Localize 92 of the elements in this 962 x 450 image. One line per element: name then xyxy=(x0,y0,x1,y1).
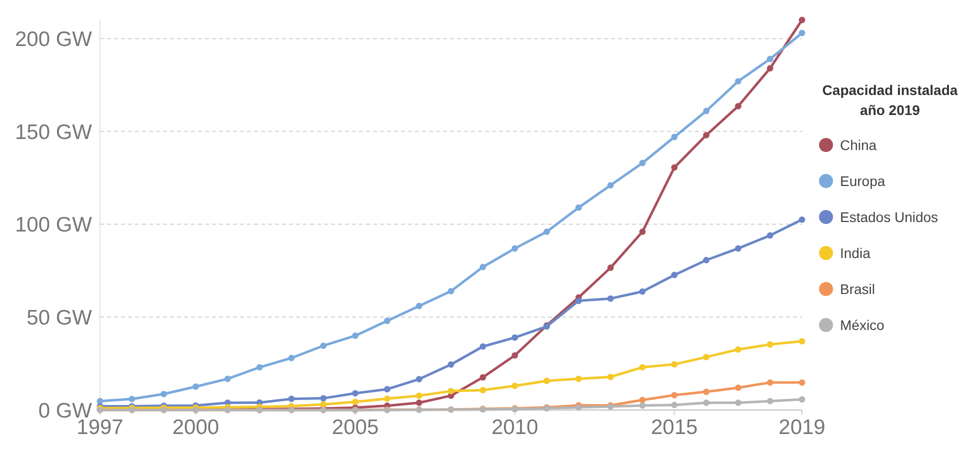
point xyxy=(575,376,582,382)
legend-label: Brasil xyxy=(840,280,876,297)
point xyxy=(256,364,263,370)
point xyxy=(607,264,614,271)
y-tick-label: 150 GW xyxy=(14,120,92,144)
point xyxy=(448,361,454,368)
legend-label: México xyxy=(840,316,885,333)
point xyxy=(734,346,742,353)
point xyxy=(798,338,806,344)
point xyxy=(671,402,678,408)
point xyxy=(798,396,806,403)
point xyxy=(798,30,806,36)
point xyxy=(384,318,390,324)
x-tick-label: 2010 xyxy=(491,416,538,439)
point xyxy=(703,400,710,406)
point xyxy=(639,228,646,235)
point xyxy=(607,295,614,302)
point xyxy=(671,361,678,368)
point xyxy=(320,395,327,402)
point xyxy=(448,288,454,294)
point xyxy=(384,395,390,402)
y-tick-label: 100 GW xyxy=(14,214,92,237)
point xyxy=(734,102,742,110)
point xyxy=(480,343,486,350)
x-tick-label: 2019 xyxy=(778,416,826,439)
point xyxy=(192,383,199,390)
point xyxy=(128,396,136,402)
point xyxy=(766,65,774,72)
point xyxy=(416,400,422,406)
legend-label: Estados Unidos xyxy=(840,208,938,225)
x-tick-label: 2015 xyxy=(651,416,698,439)
point xyxy=(671,272,678,278)
point xyxy=(798,216,806,223)
point xyxy=(703,354,710,360)
point xyxy=(416,376,422,382)
legend-title: Capacidad instalada año 2019 xyxy=(822,82,958,118)
point xyxy=(512,245,518,252)
point xyxy=(703,132,710,138)
point xyxy=(639,288,646,295)
point xyxy=(766,232,774,239)
point xyxy=(448,388,454,394)
point xyxy=(639,396,646,404)
point xyxy=(224,376,231,382)
y-tick-label: 200 GW xyxy=(14,28,92,51)
point xyxy=(607,182,614,188)
x-tick-label: 2000 xyxy=(172,416,220,439)
point xyxy=(734,400,742,406)
point xyxy=(607,374,614,380)
point xyxy=(639,364,646,370)
point xyxy=(703,388,710,395)
point xyxy=(766,56,774,62)
point xyxy=(798,379,806,386)
point xyxy=(512,334,518,341)
point xyxy=(416,392,422,399)
point xyxy=(798,16,806,24)
point xyxy=(544,378,550,384)
legend-label: China xyxy=(840,136,877,153)
point xyxy=(384,386,390,392)
point xyxy=(320,342,327,349)
point xyxy=(288,354,295,362)
point xyxy=(480,386,486,394)
point xyxy=(416,302,422,310)
legend-label: India xyxy=(840,244,871,261)
legend-label: Europa xyxy=(840,172,886,189)
point xyxy=(766,341,774,348)
point xyxy=(671,164,678,171)
point xyxy=(734,384,742,391)
point xyxy=(160,390,168,398)
point xyxy=(480,374,486,381)
point xyxy=(766,379,774,386)
point xyxy=(639,402,646,409)
point xyxy=(480,264,486,270)
point xyxy=(575,298,582,304)
point xyxy=(734,78,742,84)
point xyxy=(512,352,518,359)
point xyxy=(671,392,678,398)
point xyxy=(352,398,358,406)
y-tick-label: 50 GW xyxy=(26,306,92,330)
point xyxy=(766,398,774,404)
point xyxy=(352,332,358,339)
point xyxy=(320,401,327,408)
point xyxy=(639,160,646,166)
point xyxy=(288,396,295,402)
point xyxy=(575,204,582,211)
x-tick-label: 2005 xyxy=(332,416,379,439)
point xyxy=(512,382,518,390)
point xyxy=(352,390,358,396)
point xyxy=(734,245,742,252)
point xyxy=(671,134,678,140)
point xyxy=(544,228,550,235)
point xyxy=(703,108,710,114)
point xyxy=(703,256,710,264)
